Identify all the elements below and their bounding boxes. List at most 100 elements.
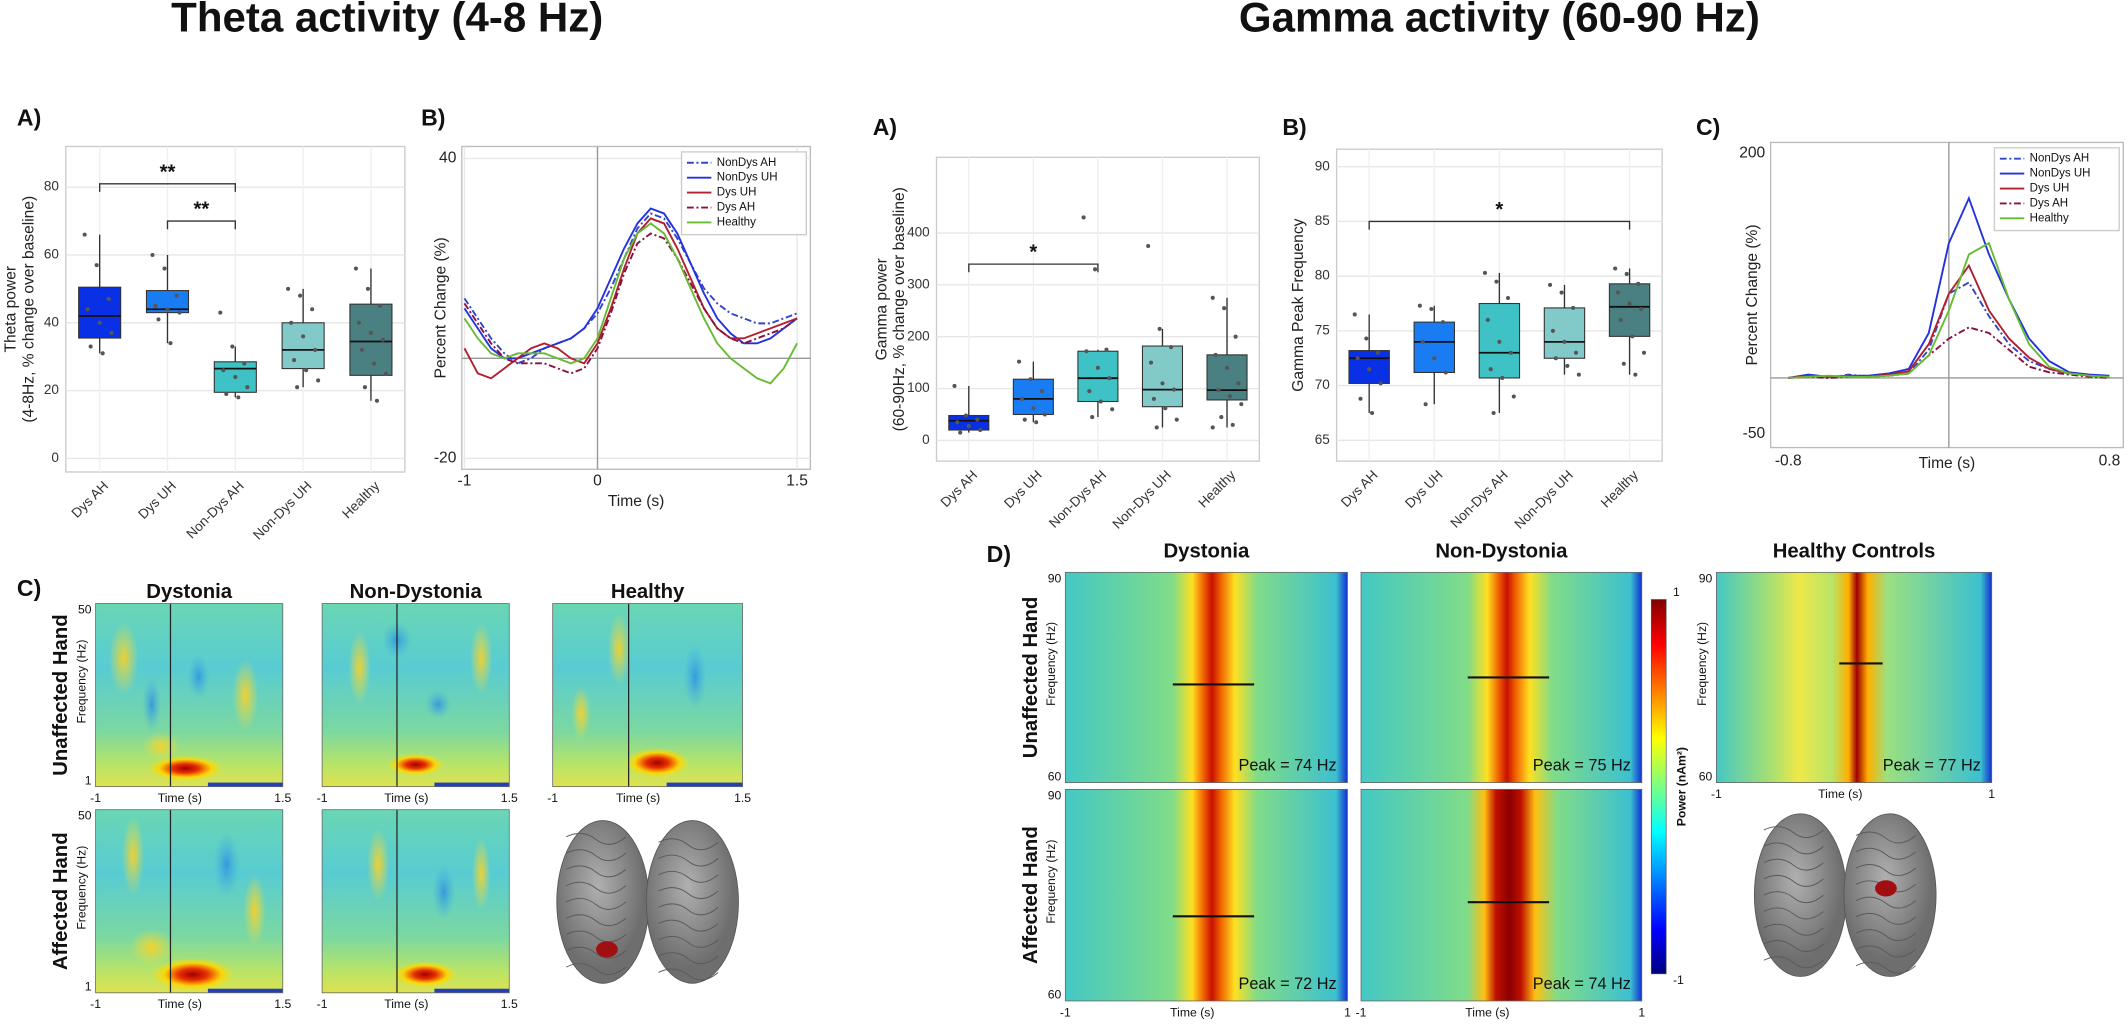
significance-label: * [1495,199,1503,221]
box [1206,354,1248,401]
colorbar-tick-label: -1 [1673,973,1684,987]
legend-label: NonDys UH [717,172,778,184]
peak-label: Peak = 74 Hz [1533,975,1631,993]
data-point [1420,339,1425,344]
heatmap-blob [243,873,266,948]
data-point [1219,415,1224,420]
heatmap-blob [471,837,491,911]
data-point [286,286,291,291]
data-point [1095,365,1100,370]
y-tick-label: 1 [85,980,92,994]
sulcus [566,946,719,965]
data-point [353,266,358,271]
data-point [82,232,87,237]
data-point [975,417,980,422]
y-tick-label: 60 [44,247,59,262]
sulcus [1763,956,1917,974]
sulcus [566,865,719,883]
data-point [236,395,241,400]
data-point [1081,215,1086,220]
legend-label: NonDys AH [717,157,777,169]
data-point [1624,271,1629,277]
x-tick-label: Non-Dys AH [1447,467,1510,530]
data-point [1621,361,1626,366]
x-tick-label: -1 [1711,787,1722,801]
heatmap-blob [232,658,259,732]
y-tick-label: 50 [78,809,92,823]
data-point [1440,320,1445,325]
data-point [374,398,379,403]
heatmap-edge [434,988,510,993]
x-tick-label: 1 [1344,1005,1351,1019]
x-tick-label: Healthy [339,478,382,521]
data-point [356,320,361,325]
x-axis-label: Time (s) [1818,787,1862,801]
box [349,303,393,376]
heatmap [1715,571,1993,783]
heatmap-blob [108,621,139,696]
x-tick-label: 1.5 [501,791,518,805]
heatmap-edge [207,988,283,993]
y-tick-label: 85 [1315,213,1330,228]
activation-spot [1875,880,1897,897]
box [1141,345,1184,408]
y-axis-label: Gamma Peak Frequency [1290,218,1307,391]
y-axis-label: Frequency (Hz) [74,846,88,930]
peak-label: Peak = 72 Hz [1239,975,1337,993]
x-tick-label: -1 [317,791,328,805]
x-tick-label: Non-Dys UH [1512,467,1576,531]
x-tick-label: Non-Dys AH [1046,467,1109,530]
heatmap-blob [367,828,390,902]
data-point [1022,417,1027,422]
x-tick-label: -1 [1356,1005,1367,1019]
data-point [218,310,223,315]
x-tick-label: Dys AH [69,478,112,521]
sulcus [566,881,719,900]
y-tick-label: 40 [44,314,59,329]
data-point [1508,350,1513,355]
x-tick-label: -1 [1060,1005,1071,1019]
data-point [1107,376,1112,381]
y-axis-label: Frequency (Hz) [1044,622,1058,706]
x-tick-label: Dys UH [135,478,179,522]
line-series [463,232,798,375]
x-axis-label: Time (s) [616,791,660,805]
hemisphere [556,820,650,984]
x-tick-label: Non-Dys UH [250,478,314,542]
panel-label: C) [17,575,41,601]
significance-label: * [1029,242,1037,264]
y-tick-label: 200 [907,328,930,343]
data-point [1565,363,1570,368]
legend-label: Healthy [2030,212,2069,224]
significance-bracket [166,220,236,230]
data-point [1443,370,1448,375]
data-point [1171,387,1176,392]
x-axis-label: Time (s) [1465,1005,1509,1019]
x-tick-label: -1 [90,997,101,1011]
data-point [150,252,155,258]
data-point [963,413,968,418]
data-point [1210,295,1215,300]
y-tick-label: 90 [1315,158,1330,173]
data-point [1028,377,1033,382]
data-point [153,303,158,308]
data-point [88,344,93,349]
row-title: Affected Hand [1020,826,1042,964]
heatmap-edge [666,782,743,787]
heatmap-blob [142,676,162,732]
data-point [371,361,376,366]
y-tick-label: 60 [1048,988,1062,1002]
panel-label: B) [1282,114,1306,140]
data-point [1627,301,1632,306]
heatmap-blob [432,864,455,920]
x-tick-label: Dys UH [1001,467,1045,511]
column-title: Non-Dystonia [1435,540,1568,562]
data-point [978,427,983,433]
colorbar-tick-label: 1 [1673,585,1680,599]
data-point [1019,396,1024,401]
data-point [1358,396,1363,401]
x-tick-label: Non-Dys UH [1110,467,1174,531]
sulcus [1763,858,1917,876]
data-point [1146,243,1151,249]
